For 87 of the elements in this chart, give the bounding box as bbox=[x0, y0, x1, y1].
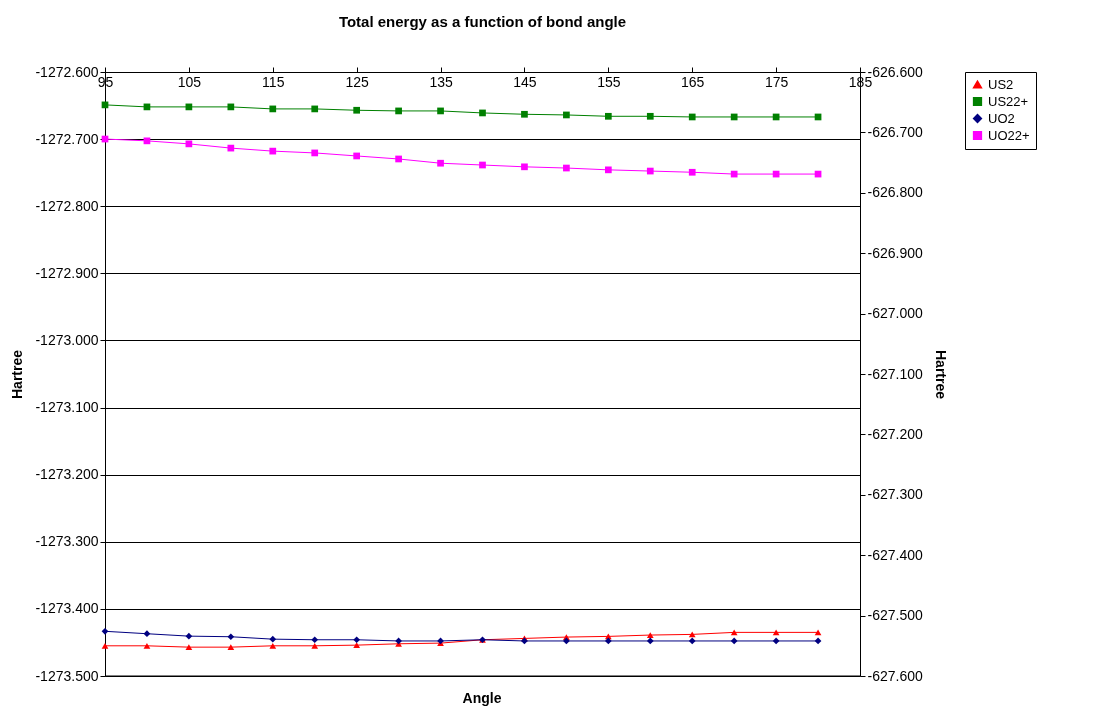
point bbox=[563, 111, 570, 119]
y-tick-label: -1273.500 bbox=[35, 667, 99, 684]
point bbox=[688, 168, 696, 176]
legend-label: UO22+ bbox=[988, 127, 1030, 143]
point bbox=[563, 637, 570, 645]
point bbox=[604, 112, 612, 120]
point bbox=[730, 170, 738, 178]
point bbox=[101, 642, 109, 649]
x-tick-label: 155 bbox=[597, 73, 621, 90]
legend-label: US2 bbox=[988, 76, 1014, 92]
y-tick-label: -1273.300 bbox=[35, 533, 99, 550]
point bbox=[521, 110, 528, 118]
point bbox=[479, 109, 486, 117]
y-tick-label: -1272.900 bbox=[35, 264, 99, 281]
point bbox=[688, 631, 696, 638]
point bbox=[101, 627, 109, 635]
y-tick-label: -1272.800 bbox=[35, 197, 99, 214]
y2-tick-label: -627.100 bbox=[867, 365, 923, 382]
point bbox=[730, 637, 738, 645]
point bbox=[311, 636, 319, 644]
point bbox=[353, 106, 361, 114]
point bbox=[604, 166, 612, 174]
point bbox=[185, 632, 193, 640]
y2-tick-label: -627.200 bbox=[867, 425, 923, 442]
point bbox=[269, 642, 277, 649]
y-tick-label: -1272.600 bbox=[35, 63, 99, 80]
y-tick-label: -1273.000 bbox=[35, 331, 99, 348]
point bbox=[269, 147, 277, 155]
point bbox=[227, 103, 235, 111]
point bbox=[521, 163, 528, 171]
point bbox=[269, 635, 277, 643]
x-tick-label: 145 bbox=[513, 73, 537, 90]
point bbox=[185, 644, 193, 651]
x-tick-label: 165 bbox=[681, 73, 705, 90]
point bbox=[646, 632, 654, 638]
point bbox=[437, 159, 444, 167]
point bbox=[646, 112, 654, 120]
point bbox=[688, 113, 696, 121]
y2-tick-label: -627.300 bbox=[867, 486, 923, 503]
point bbox=[143, 630, 151, 638]
point bbox=[814, 629, 822, 636]
x-tick-label: 135 bbox=[429, 73, 453, 90]
y2-tick-label: -627.000 bbox=[867, 305, 923, 322]
point bbox=[227, 144, 235, 152]
point bbox=[814, 637, 822, 645]
point bbox=[353, 642, 361, 649]
point bbox=[604, 637, 612, 645]
point bbox=[563, 164, 570, 172]
point bbox=[772, 637, 780, 645]
point bbox=[353, 152, 361, 160]
y2-tick-label: -626.900 bbox=[867, 244, 923, 261]
y-tick-label: -1273.100 bbox=[35, 399, 99, 416]
y-axis-title: Hartree bbox=[9, 349, 26, 400]
point bbox=[227, 633, 235, 641]
y-tick-label: -1273.400 bbox=[35, 600, 99, 617]
y2-axis-title: Hartree bbox=[932, 349, 949, 400]
point bbox=[353, 636, 361, 644]
point bbox=[311, 149, 319, 157]
chart-title: Total energy as a function of bond angle bbox=[338, 13, 627, 30]
point bbox=[688, 637, 696, 645]
point bbox=[646, 637, 654, 645]
point bbox=[143, 642, 151, 649]
y-tick-label: -1272.700 bbox=[35, 130, 99, 147]
point bbox=[395, 107, 402, 115]
point bbox=[646, 167, 654, 175]
legend-label: US22+ bbox=[988, 93, 1029, 109]
point bbox=[730, 113, 738, 121]
point bbox=[479, 161, 486, 169]
x-tick-label: 125 bbox=[345, 73, 370, 90]
y2-tick-label: -627.400 bbox=[867, 546, 923, 563]
x-tick-label: 115 bbox=[262, 73, 285, 90]
legend-label: UO2 bbox=[988, 110, 1015, 126]
point bbox=[311, 105, 319, 113]
x-tick-label: 175 bbox=[764, 73, 789, 90]
point bbox=[311, 642, 319, 649]
point bbox=[395, 155, 402, 163]
point bbox=[227, 644, 235, 651]
y2-tick-label: -626.600 bbox=[867, 63, 923, 80]
point bbox=[269, 105, 277, 113]
y2-tick-label: -626.700 bbox=[867, 123, 923, 140]
y2-tick-label: -627.500 bbox=[867, 607, 923, 624]
y2-tick-label: -626.800 bbox=[867, 184, 923, 201]
y-tick-label: -1273.200 bbox=[35, 466, 99, 483]
x-tick-label: 105 bbox=[177, 73, 202, 90]
point bbox=[437, 107, 444, 115]
y2-tick-label: -627.600 bbox=[867, 667, 923, 684]
x-axis-title: Angle bbox=[462, 690, 502, 706]
